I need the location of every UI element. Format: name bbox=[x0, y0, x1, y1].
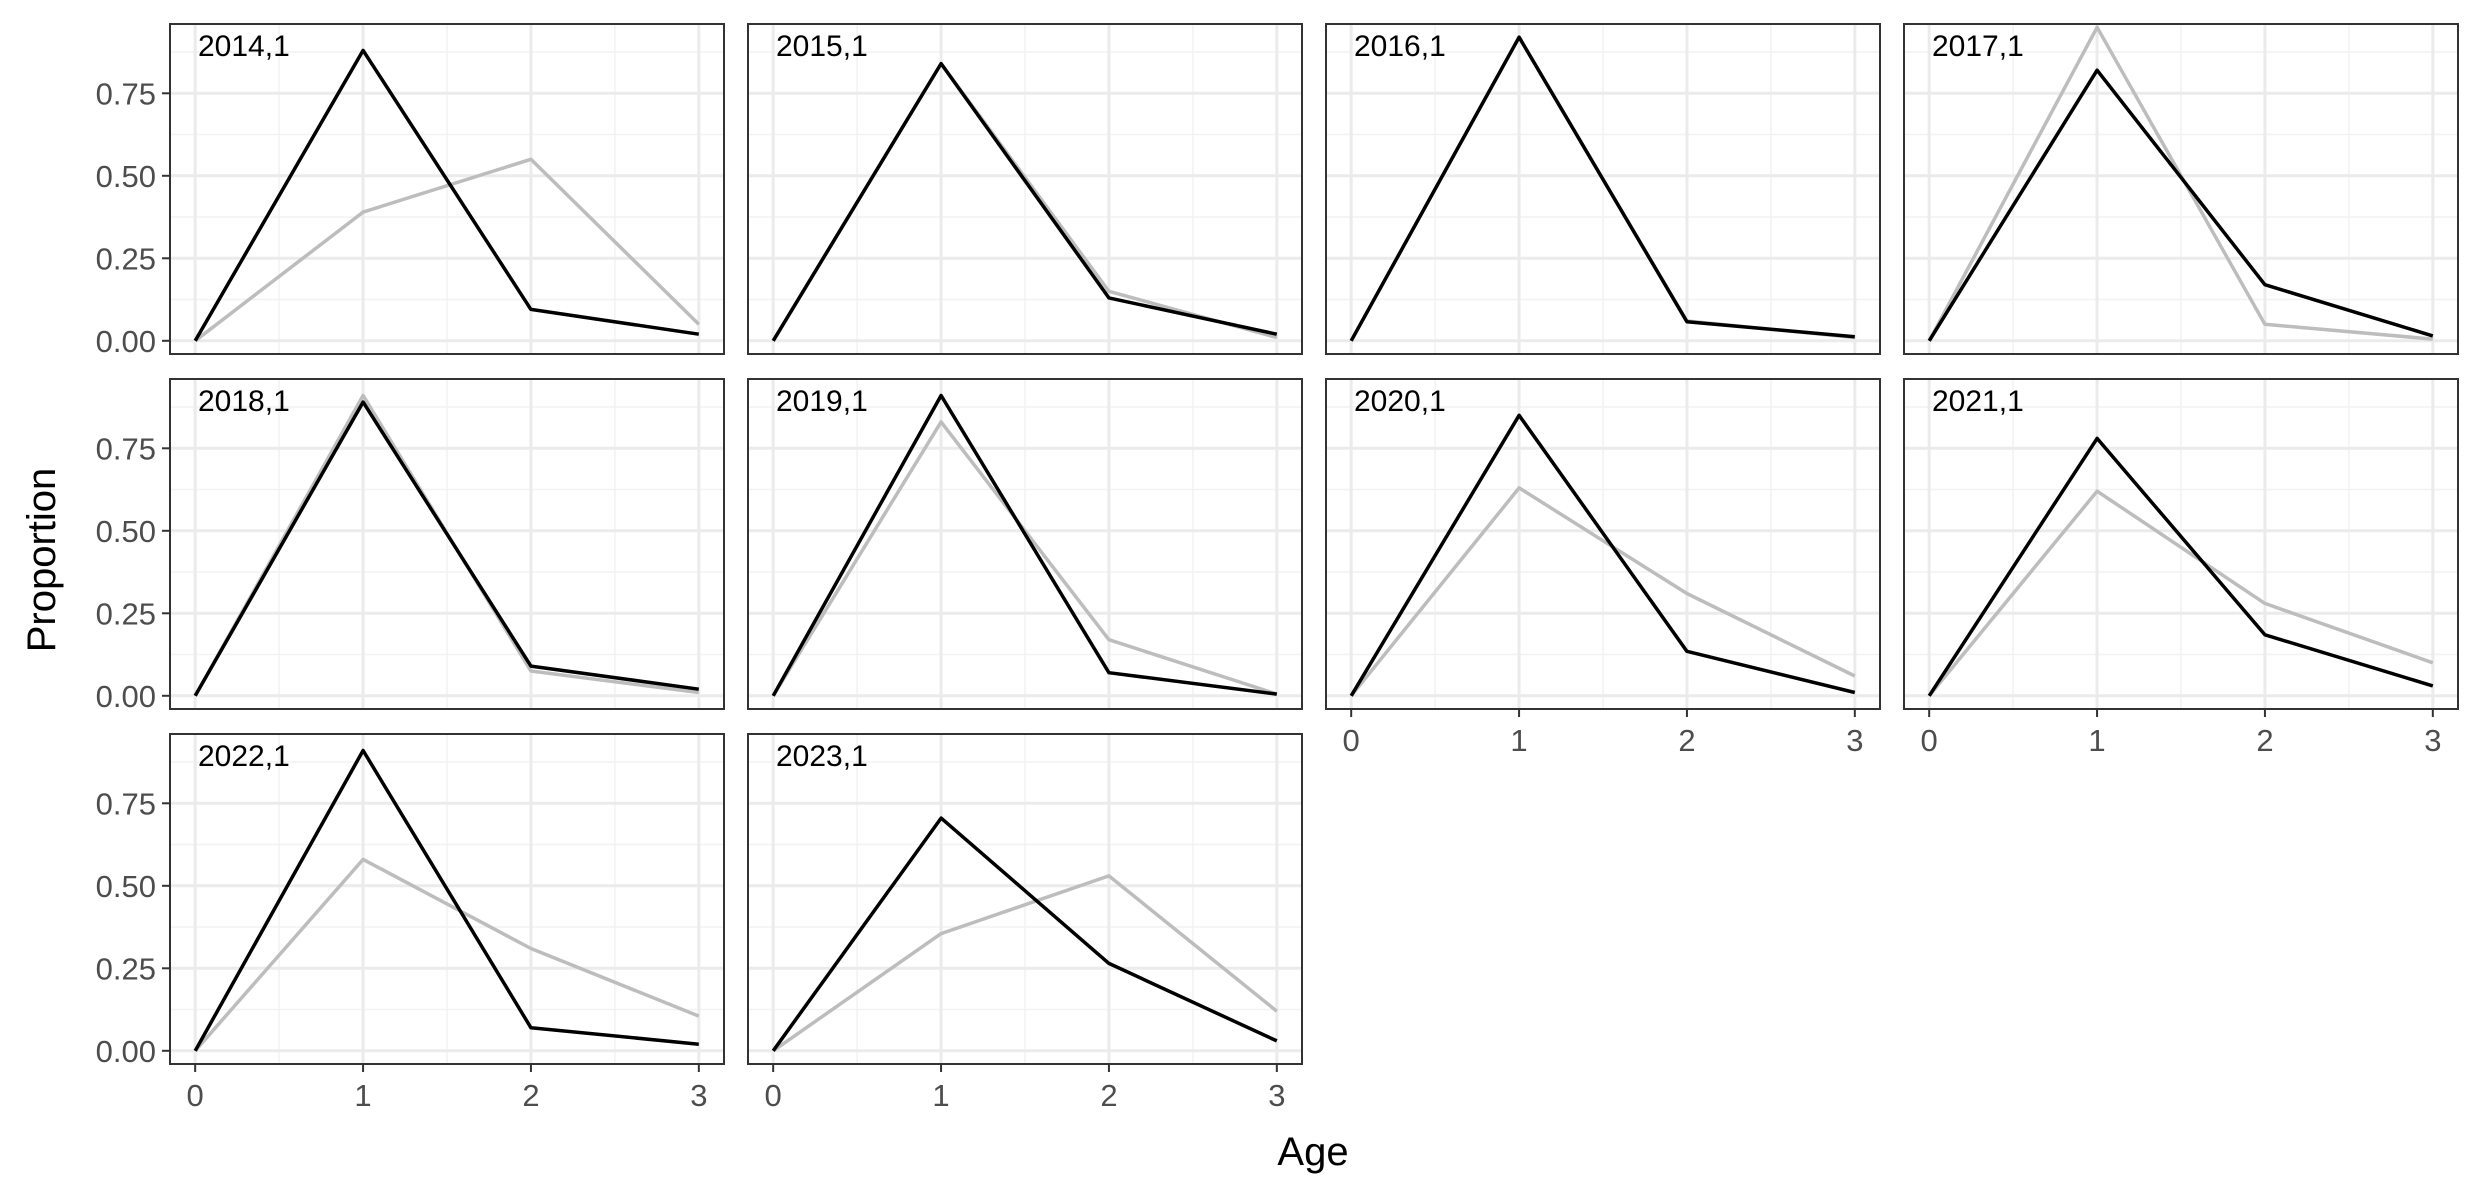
predicted-line bbox=[1349, 35, 1855, 342]
x-tick-label: 3 bbox=[2424, 723, 2441, 758]
predicted-line bbox=[193, 48, 700, 342]
panel-2017-1: 2017,1 bbox=[1903, 23, 2459, 355]
panel-border bbox=[747, 378, 1303, 710]
panel-border bbox=[169, 733, 725, 1065]
panel-label: 2019,1 bbox=[776, 385, 868, 418]
x-tick-label: 3 bbox=[1268, 1078, 1285, 1113]
panel-label: 2015,1 bbox=[776, 30, 868, 63]
y-tick-label: 0.25 bbox=[96, 596, 156, 631]
panel-2023-1: 2023,1 0 1 2 3 bbox=[747, 733, 1303, 1113]
x-tick-label: 1 bbox=[1510, 723, 1527, 758]
y-tick-label: 0.25 bbox=[96, 241, 156, 276]
panel-border bbox=[1903, 23, 2459, 355]
predicted-line bbox=[771, 393, 1278, 697]
panel-label: 2014,1 bbox=[198, 30, 290, 63]
x-tick-label: 0 bbox=[765, 1078, 782, 1113]
y-tick-label: 0.75 bbox=[96, 431, 156, 466]
x-tick-label: 2 bbox=[1678, 723, 1695, 758]
predicted-line bbox=[1927, 68, 2434, 342]
panel-2022-1: 2022,1 0.00 0.25 0.50 0.75 0 1 2 3 bbox=[96, 733, 725, 1113]
observed-line bbox=[1349, 486, 1856, 697]
panel-border bbox=[1325, 23, 1881, 355]
x-tick-label: 3 bbox=[690, 1078, 707, 1113]
panel-label: 2017,1 bbox=[1932, 30, 2024, 63]
panel-label: 2020,1 bbox=[1354, 385, 1446, 418]
panel-border bbox=[169, 378, 725, 710]
y-tick-label: 0.00 bbox=[96, 324, 156, 359]
x-tick-label: 0 bbox=[1921, 723, 1938, 758]
y-tick-label: 0.00 bbox=[96, 679, 156, 714]
y-tick-label: 0.50 bbox=[96, 514, 156, 549]
panel-label: 2016,1 bbox=[1354, 30, 1446, 63]
panel-label: 2023,1 bbox=[776, 740, 868, 773]
y-tick-label: 0.50 bbox=[96, 159, 156, 194]
observed-line bbox=[193, 857, 700, 1052]
predicted-line bbox=[1349, 413, 1856, 697]
x-tick-label: 2 bbox=[522, 1078, 539, 1113]
y-tick-label: 0.25 bbox=[96, 951, 156, 986]
panel-label: 2022,1 bbox=[198, 740, 290, 773]
y-tick-label: 0.75 bbox=[96, 786, 156, 821]
x-tick-label: 0 bbox=[187, 1078, 204, 1113]
x-tick-label: 1 bbox=[932, 1078, 949, 1113]
y-tick-label: 0.00 bbox=[96, 1034, 156, 1069]
y-tick-label: 0.75 bbox=[96, 76, 156, 111]
x-tick-label: 3 bbox=[1846, 723, 1863, 758]
predicted-line bbox=[193, 748, 699, 1052]
panels: 2014,1 0.00 0.25 0.50 0.75 2015,1 2016,1 2017,1… bbox=[96, 23, 2459, 1113]
x-tick-label: 2 bbox=[2256, 723, 2273, 758]
panel-2021-1: 2021,1 0 1 2 3 bbox=[1903, 378, 2459, 758]
y-tick-label: 0.50 bbox=[96, 869, 156, 904]
panel-border bbox=[169, 23, 725, 355]
panel-2016-1: 2016,1 bbox=[1325, 23, 1881, 355]
panel-2015-1: 2015,1 bbox=[747, 23, 1303, 355]
y-axis-title: Proportion bbox=[20, 468, 64, 653]
panel-2018-1: 2018,1 0.00 0.25 0.50 0.75 bbox=[96, 378, 725, 714]
x-tick-label: 1 bbox=[2088, 723, 2105, 758]
observed-line bbox=[772, 874, 1278, 1053]
panel-2020-1: 2020,1 0 1 2 3 bbox=[1325, 378, 1881, 758]
predicted-line bbox=[1927, 436, 2434, 697]
x-tick-label: 2 bbox=[1100, 1078, 1117, 1113]
panel-2019-1: 2019,1 bbox=[747, 378, 1303, 710]
predicted-line bbox=[771, 816, 1278, 1052]
panel-border bbox=[1903, 378, 2459, 710]
x-tick-label: 0 bbox=[1343, 723, 1360, 758]
panel-2014-1: 2014,1 0.00 0.25 0.50 0.75 bbox=[96, 23, 725, 359]
panel-border bbox=[1325, 378, 1881, 710]
predicted-line bbox=[771, 61, 1278, 342]
observed-line bbox=[194, 157, 701, 343]
panel-label: 2021,1 bbox=[1932, 385, 2024, 418]
predicted-line bbox=[193, 400, 700, 697]
x-tick-label: 1 bbox=[354, 1078, 371, 1113]
x-axis-title: Age bbox=[1277, 1130, 1348, 1174]
panel-border bbox=[747, 733, 1303, 1065]
panel-border bbox=[747, 23, 1303, 355]
panel-label: 2018,1 bbox=[198, 385, 290, 418]
observed-line bbox=[1927, 489, 2434, 697]
